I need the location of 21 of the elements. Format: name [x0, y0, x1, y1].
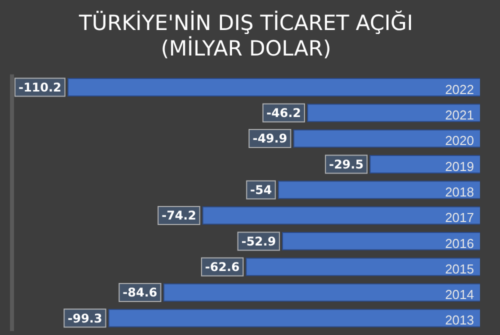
data-label: -46.2: [266, 106, 302, 120]
y-tick-label: 2017: [445, 210, 474, 226]
y-tick-label: 2016: [445, 236, 474, 251]
data-label: -99.3: [68, 311, 102, 326]
y-tick-label: 2019: [445, 158, 474, 174]
data-label: -52.9: [241, 234, 276, 248]
y-tick-label: 2013: [445, 312, 474, 328]
data-label: -62.6: [205, 260, 240, 274]
data-label: -110.2: [18, 80, 62, 94]
data-label: -49.9: [252, 132, 288, 146]
y-tick-label: 2021: [445, 107, 474, 122]
chart-title: TÜRKİYE'NİN DIŞ TİCARET AÇIĞI (MİLYAR DOLAR): [78, 10, 414, 60]
data-label: -29.5: [328, 157, 364, 172]
y-tick-label: 2018: [445, 184, 474, 200]
y-tick-label: 2022: [445, 82, 474, 97]
y-tick-label: 2020: [445, 133, 474, 148]
y-tick-label: 2014: [445, 287, 474, 302]
data-label: -54: [250, 182, 272, 197]
data-label: -74.2: [162, 208, 196, 223]
data-label: -84.6: [122, 286, 158, 300]
y-tick-label: 2015: [445, 261, 474, 276]
